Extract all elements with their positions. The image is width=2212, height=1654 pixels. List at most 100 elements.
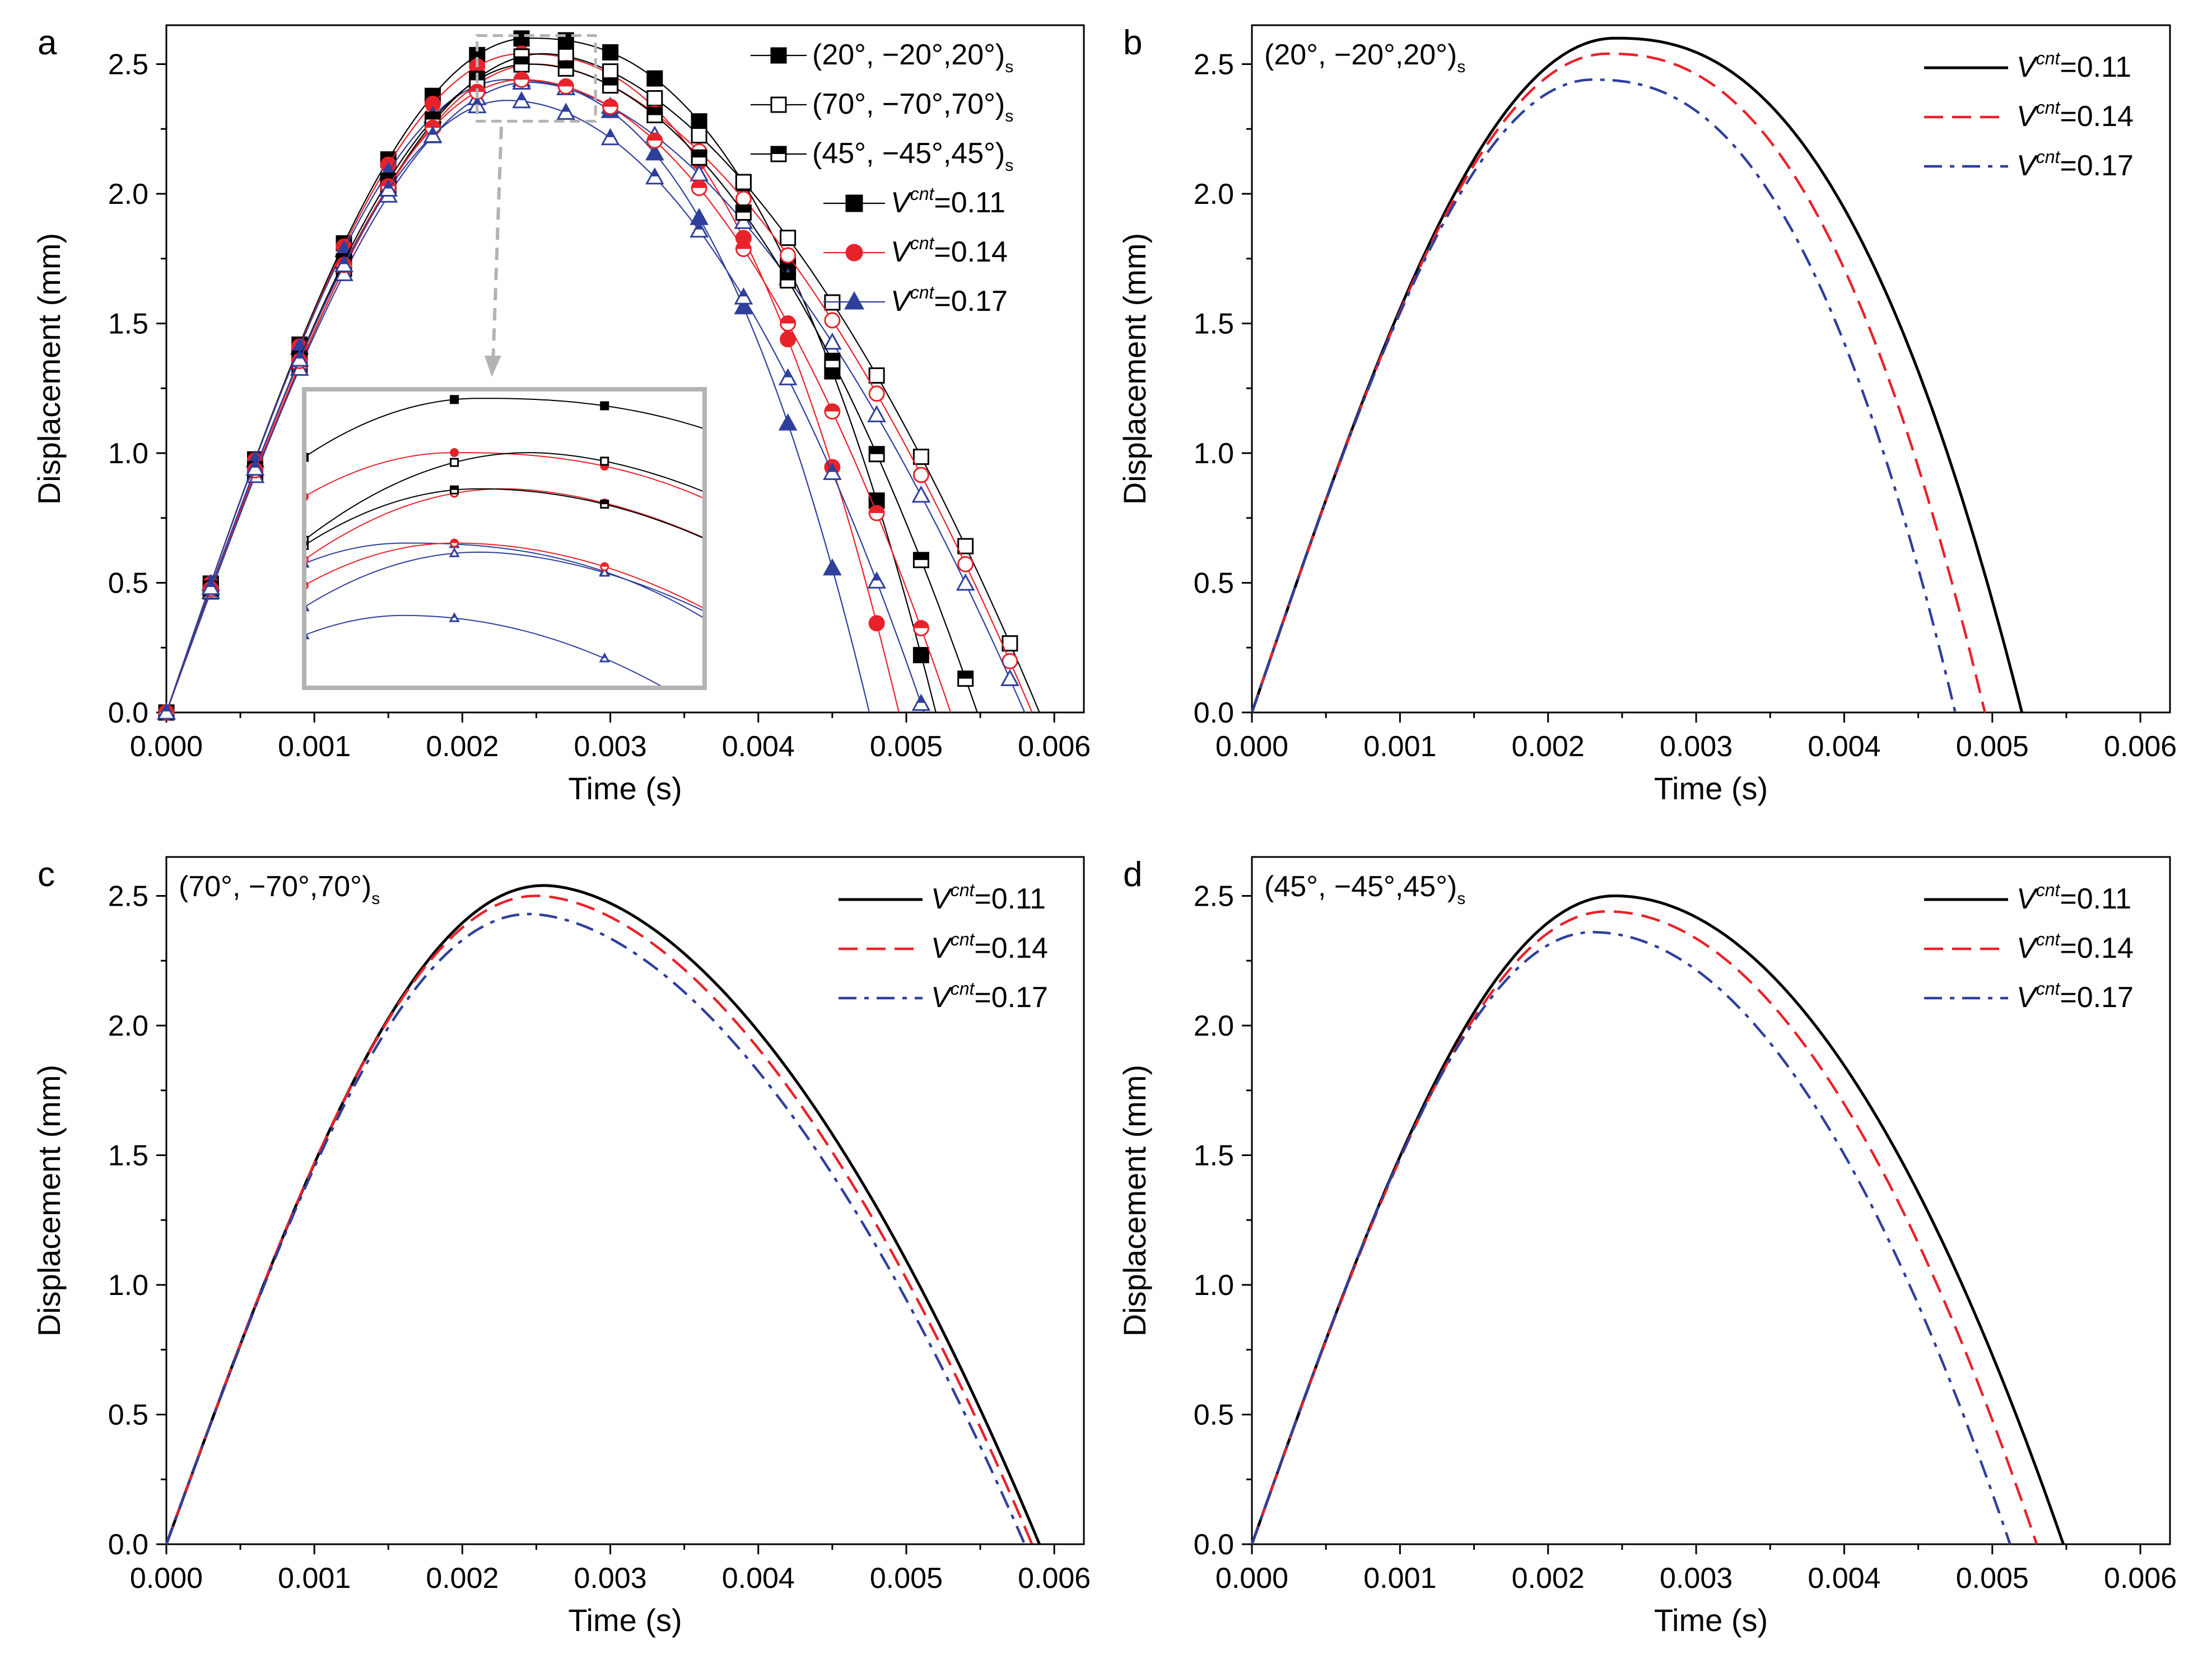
series-line <box>165 912 1026 1545</box>
inset-line <box>306 614 662 686</box>
series-line <box>1250 78 1957 713</box>
y-tick-label: 2.5 <box>108 48 148 81</box>
y-tick-label: 2.0 <box>108 178 148 211</box>
y-tick-label: 0.0 <box>1194 1529 1234 1561</box>
data-point-triangle <box>911 485 931 503</box>
data-point-circle-half <box>692 180 707 188</box>
data-point-square <box>912 449 929 465</box>
x-tick-label: 0.000 <box>1216 1562 1288 1595</box>
x-tick-label: 0.001 <box>278 730 351 763</box>
data-point-triangle-half <box>828 464 837 472</box>
layup-label: (70°, −70°,70°)s <box>179 870 380 908</box>
inset-point-circle-half <box>450 539 458 543</box>
inset-frame <box>302 387 707 690</box>
x-tick-label: 0.003 <box>1660 1562 1733 1595</box>
legend-marker <box>845 194 863 212</box>
inset-point-triangle-half <box>602 654 607 658</box>
inset-line <box>306 488 702 559</box>
data-point-circle-half <box>469 84 485 92</box>
chart-panel-b: 0.000 0.001 0.002 0.003 0.004 0.005 0.006 0.0 0.… <box>1117 24 2177 806</box>
data-point-triangle <box>867 405 886 422</box>
data-point-triangle-half <box>650 169 659 176</box>
x-tick-label: 0.006 <box>2104 1562 2177 1595</box>
x-tick-label: 0.002 <box>1512 730 1585 763</box>
data-point-triangle-half <box>295 351 304 359</box>
inset-point-square <box>600 401 609 411</box>
series-group <box>1250 894 2065 1545</box>
data-point-square-half <box>381 173 396 181</box>
y-tick-label: 2.5 <box>1194 48 1234 81</box>
legend-label: Vcnt=0.14 <box>931 929 1048 965</box>
y-tick-label: 0.0 <box>1194 697 1234 729</box>
data-point-circle <box>780 331 797 348</box>
inset-point-square <box>600 456 609 466</box>
data-point-triangle-half <box>917 695 925 703</box>
data-point-square <box>602 44 619 60</box>
data-point-triangle-half <box>339 257 348 264</box>
y-tick-label: 1.5 <box>1194 1139 1234 1172</box>
panel-letter: a <box>38 24 57 62</box>
data-point-triangle-half <box>206 579 215 587</box>
plot-frame <box>1251 856 2171 1545</box>
data-point-triangle-half <box>562 104 570 112</box>
data-point-square <box>513 30 530 47</box>
x-tick-label: 0.005 <box>1956 1562 2029 1595</box>
data-point-circle-half <box>647 133 662 141</box>
y-axis-title: Displacement (mm) <box>31 233 67 505</box>
inset-point-square-half <box>600 500 608 505</box>
x-axis-title: Time (s) <box>568 1602 682 1638</box>
data-point-triangle-half <box>473 97 482 105</box>
x-tick-label: 0.003 <box>574 730 647 763</box>
data-point-circle-half <box>736 241 751 249</box>
inset-point-square-half <box>450 486 458 490</box>
data-point-triangle-half <box>739 289 748 297</box>
data-point-triangle <box>645 143 664 161</box>
legend-label: Vcnt=0.11 <box>2017 48 2131 83</box>
data-point-circle-half <box>914 621 929 628</box>
legend-marker <box>770 47 787 64</box>
legend-label: Vcnt=0.14 <box>891 233 1008 268</box>
chart-panel-d: 0.000 0.001 0.002 0.003 0.004 0.005 0.006 0.0 0.… <box>1117 855 2177 1638</box>
inset-point-triangle <box>306 633 310 640</box>
x-tick-label: 0.004 <box>722 730 795 763</box>
y-tick-label: 0.0 <box>108 697 148 729</box>
data-point-square <box>735 174 752 190</box>
data-point-triangle-half <box>784 370 792 378</box>
data-point-circle <box>868 615 885 632</box>
legend-marker <box>770 96 787 113</box>
data-point-triangle <box>823 558 842 576</box>
legend-label: Vcnt=0.11 <box>891 184 1005 219</box>
x-tick-label: 0.001 <box>1363 730 1436 763</box>
y-tick-label: 2.5 <box>108 880 148 912</box>
data-point-square <box>691 113 707 130</box>
data-point-triangle-half <box>606 129 614 137</box>
data-point-square-half <box>869 446 884 454</box>
legend-label: Vcnt=0.17 <box>891 282 1008 318</box>
inset-point-circle <box>450 448 459 458</box>
x-tick-label: 0.002 <box>426 730 499 763</box>
x-tick-label: 0.006 <box>2104 730 2177 763</box>
inset-point-square <box>450 395 459 404</box>
y-tick-label: 1.0 <box>1194 1269 1234 1302</box>
data-point-square <box>646 90 663 106</box>
inset-point-square-half <box>306 542 308 546</box>
plot-frame <box>1251 24 2171 714</box>
y-tick-label: 0.0 <box>108 1529 148 1561</box>
series-line <box>165 894 1033 1545</box>
data-point-square-half <box>647 108 662 115</box>
inset-line <box>306 488 702 545</box>
data-point-circle <box>912 467 929 483</box>
data-point-circle-half <box>869 506 884 514</box>
zoom-arrow-head <box>485 356 501 377</box>
inset-point-circle-half <box>600 563 608 567</box>
y-tick-label: 1.5 <box>108 307 148 340</box>
y-tick-label: 0.5 <box>1194 567 1234 599</box>
legend: (20°, −20°,20°)s (70°, −70°,70°)s (45°, −4… <box>751 39 1013 318</box>
data-point-circle-half <box>603 99 618 107</box>
legend-label: (20°, −20°,20°)s <box>812 39 1013 76</box>
y-tick-label: 1.0 <box>1194 437 1234 470</box>
inset-point-triangle <box>449 547 460 557</box>
x-tick-label: 0.004 <box>1808 730 1880 763</box>
x-tick-label: 0.000 <box>130 1562 203 1595</box>
